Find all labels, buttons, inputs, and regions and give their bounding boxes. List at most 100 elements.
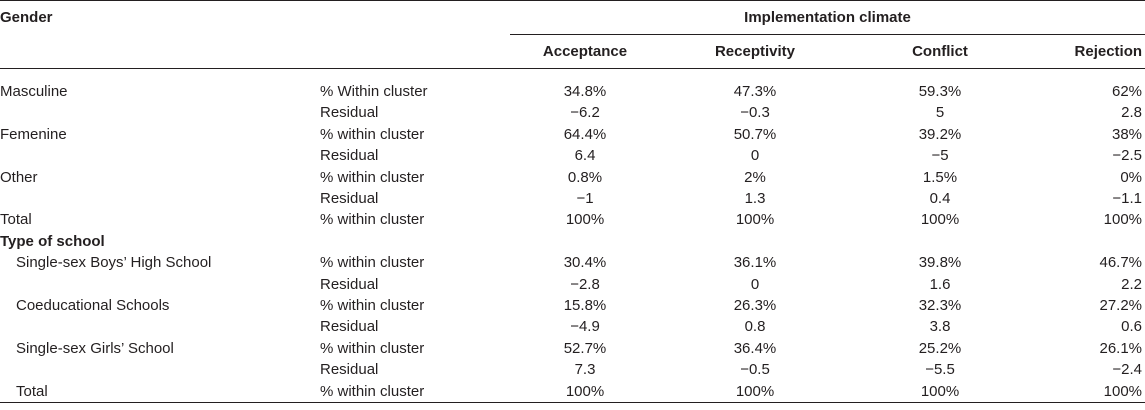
table-row: Residual 7.3 −0.5 −5.5 −2.4 [0, 359, 1145, 380]
cell-rejection: 0.6 [1121, 318, 1143, 336]
row-metric [320, 231, 510, 252]
row-metric: % within cluster [320, 254, 425, 272]
cell-receptivity: 0.8 [744, 318, 766, 336]
col-header-receptivity: Receptivity [660, 34, 850, 69]
cell-receptivity: −0.5 [740, 361, 770, 379]
row-metric: Residual [320, 275, 379, 293]
row-metric: Residual [320, 361, 379, 379]
cell-receptivity [660, 231, 850, 252]
row-label: Single-sex Boys’ High School [16, 254, 212, 272]
row-label [0, 316, 320, 337]
cell-receptivity: 2% [744, 168, 766, 186]
cell-conflict: 1.5% [922, 168, 958, 186]
cell-rejection: 2.2 [1121, 275, 1143, 293]
table-row: Residual −6.2 −0.3 5 2.8 [0, 102, 1145, 123]
cell-receptivity: 100% [660, 380, 850, 404]
cell-conflict: 100% [850, 380, 1030, 404]
table-row: Residual −1 1.3 0.4 −1.1 [0, 188, 1145, 209]
cell-conflict: −5.5 [925, 361, 955, 379]
cell-conflict: −5 [931, 147, 949, 165]
cell-rejection: 38% [1112, 125, 1143, 143]
cell-rejection: 62% [1112, 83, 1143, 100]
row-label: Femenine [0, 125, 67, 143]
cell-conflict: 39.2% [918, 125, 962, 143]
cell-receptivity: 0 [750, 147, 760, 165]
row-label: Total [0, 380, 320, 404]
row-metric: % Within cluster [320, 83, 428, 100]
cell-acceptance: 34.8% [563, 83, 607, 100]
cell-acceptance: −1 [576, 190, 594, 208]
table-row: Residual 6.4 0 −5 −2.5 [0, 145, 1145, 166]
cell-receptivity: 0 [750, 275, 760, 293]
cell-receptivity: −0.3 [740, 104, 770, 122]
row-metric: % within cluster [320, 168, 425, 186]
cell-rejection: 27.2% [1099, 297, 1143, 315]
cell-conflict: 32.3% [918, 297, 962, 315]
table-row: Coeducational Schools % within cluster 1… [0, 295, 1145, 316]
cell-acceptance: 64.4% [563, 125, 607, 143]
row-label [0, 274, 320, 295]
cell-conflict: 100% [920, 211, 960, 229]
row-metric: Residual [320, 318, 379, 336]
cell-receptivity: 26.3% [733, 297, 777, 315]
cell-acceptance: 30.4% [563, 254, 607, 272]
cell-rejection: 100% [1030, 380, 1145, 404]
cell-acceptance: 100% [565, 211, 605, 229]
row-label [0, 188, 320, 209]
cell-conflict: 39.8% [918, 254, 962, 272]
cell-acceptance: 15.8% [563, 297, 607, 315]
row-label: Other [0, 168, 38, 186]
col-header-acceptance: Acceptance [510, 34, 660, 69]
table-row: Residual −2.8 0 1.6 2.2 [0, 274, 1145, 295]
table-row: Type of school [0, 231, 1145, 252]
cell-conflict: 59.3% [918, 83, 962, 100]
table-row: Residual −4.9 0.8 3.8 0.6 [0, 316, 1145, 337]
row-metric: Residual [320, 190, 379, 208]
cell-acceptance: 0.8% [567, 168, 603, 186]
cell-conflict: 1.6 [929, 275, 951, 293]
cell-acceptance: −2.8 [570, 275, 600, 293]
cell-conflict: 25.2% [918, 339, 962, 357]
cell-rejection: 26.1% [1099, 339, 1143, 357]
cell-acceptance: 6.4 [574, 147, 596, 165]
cell-rejection: 46.7% [1099, 254, 1143, 272]
cell-receptivity: 50.7% [733, 125, 777, 143]
row-label: Total [0, 211, 32, 229]
cell-receptivity: 47.3% [733, 83, 777, 100]
cell-rejection: −2.4 [1112, 361, 1143, 379]
table-row: Masculine % Within cluster 34.8% 47.3% 5… [0, 81, 1145, 102]
cell-acceptance: −6.2 [570, 104, 600, 122]
row-label: Coeducational Schools [16, 297, 170, 315]
row-label [0, 102, 320, 123]
cell-conflict: 5 [935, 104, 945, 122]
cell-receptivity: 36.4% [733, 339, 777, 357]
cell-receptivity: 1.3 [744, 190, 766, 208]
row-label: Single-sex Girls’ School [16, 339, 174, 357]
row-metric: Residual [320, 104, 379, 122]
table-row: Single-sex Girls’ School % within cluste… [0, 338, 1145, 359]
cell-acceptance: 100% [510, 380, 660, 404]
cell-acceptance: −4.9 [570, 318, 600, 336]
table-row: Single-sex Boys’ High School % within cl… [0, 252, 1145, 273]
col-header-rejection: Rejection [1030, 34, 1145, 69]
section-heading-type-of-school: Type of school [0, 232, 105, 250]
table-row: Total % within cluster 100% 100% 100% 10… [0, 209, 1145, 230]
table-row: Total % within cluster 100% 100% 100% 10… [0, 380, 1145, 404]
row-label: Masculine [0, 83, 68, 100]
row-metric: % within cluster [320, 125, 425, 143]
cell-conflict [850, 231, 1030, 252]
cell-rejection [1030, 231, 1145, 252]
cell-receptivity: 36.1% [733, 254, 777, 272]
row-label [0, 359, 320, 380]
cell-conflict: 3.8 [929, 318, 951, 336]
row-label [0, 145, 320, 166]
row-metric: % within cluster [320, 297, 425, 315]
row-metric: % within cluster [320, 380, 510, 404]
header-gender: Gender [0, 0, 320, 35]
cell-receptivity: 100% [735, 211, 775, 229]
cell-acceptance [510, 231, 660, 252]
cell-rejection: 100% [1103, 211, 1143, 229]
header-implementation-climate: Implementation climate [510, 0, 1145, 35]
